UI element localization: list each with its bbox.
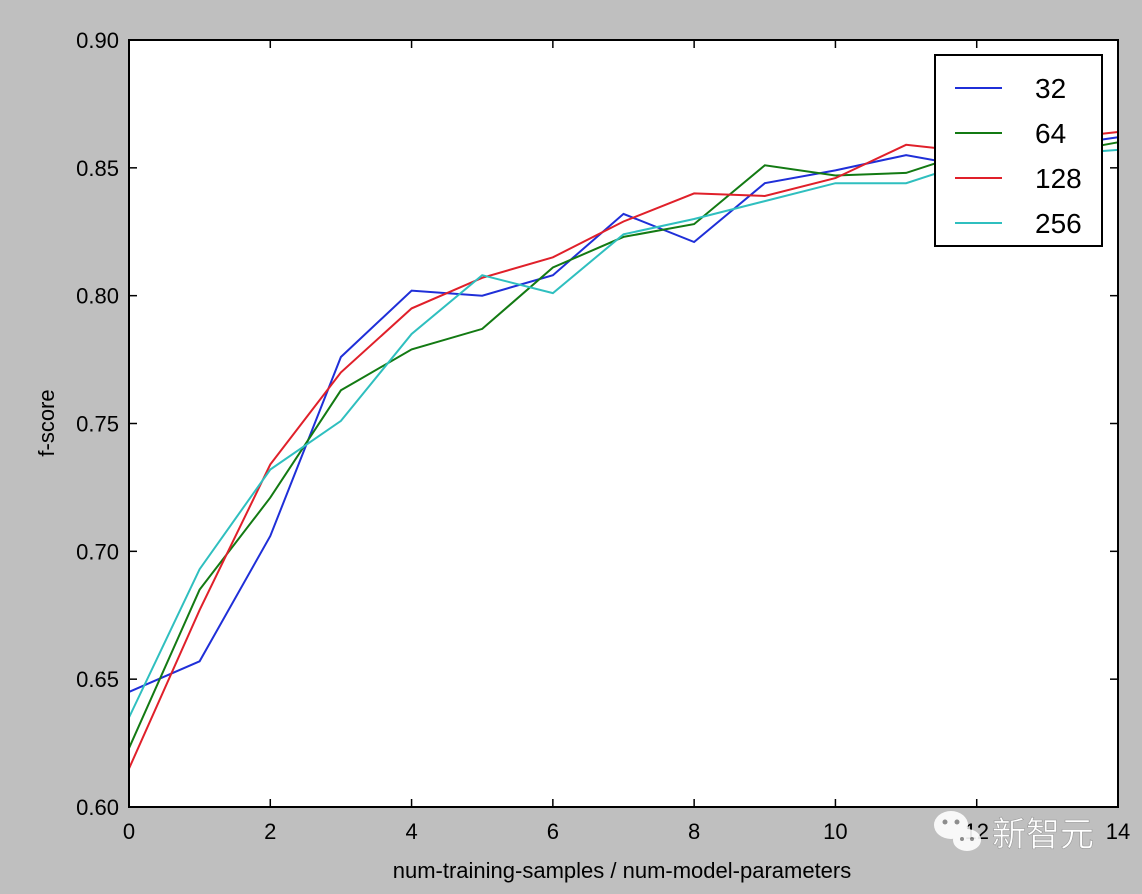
watermark: 新智元 <box>934 811 1094 854</box>
y-axis: 0.60 0.65 0.70 0.75 0.80 0.85 0.90 <box>76 28 1118 820</box>
y-tick-label: 0.65 <box>76 667 119 692</box>
x-tick-label: 10 <box>823 819 847 844</box>
y-tick-label: 0.75 <box>76 412 119 437</box>
y-axis-title: f-score <box>34 389 59 456</box>
x-tick-label: 0 <box>123 819 135 844</box>
legend-label-128: 128 <box>1035 163 1082 194</box>
x-tick-label: 2 <box>264 819 276 844</box>
x-tick-label: 14 <box>1106 819 1130 844</box>
x-tick-label: 6 <box>547 819 559 844</box>
plot-frame <box>128 39 1119 808</box>
legend: 32 64 128 256 <box>934 54 1103 247</box>
y-tick-label: 0.90 <box>76 28 119 53</box>
legend-label-64: 64 <box>1035 118 1066 149</box>
y-tick-label: 0.85 <box>76 156 119 181</box>
watermark-text: 新智元 <box>992 816 1094 854</box>
legend-label-256: 256 <box>1035 208 1082 239</box>
x-tick-label: 8 <box>688 819 700 844</box>
legend-box <box>934 54 1103 247</box>
y-tick-label: 0.70 <box>76 539 119 564</box>
x-tick-label: 4 <box>405 819 417 844</box>
wechat-icon <box>934 811 981 851</box>
legend-label-32: 32 <box>1035 73 1066 104</box>
x-axis-title: num-training-samples / num-model-paramet… <box>393 858 852 883</box>
y-tick-label: 0.60 <box>76 795 119 820</box>
y-tick-label: 0.80 <box>76 284 119 309</box>
